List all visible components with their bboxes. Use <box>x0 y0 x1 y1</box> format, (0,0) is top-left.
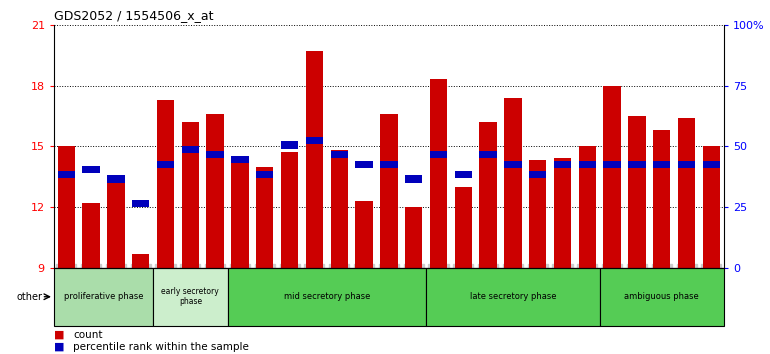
Bar <box>579 161 596 168</box>
Bar <box>504 161 521 168</box>
Bar <box>330 150 348 268</box>
Bar <box>206 114 224 268</box>
Bar <box>330 151 348 158</box>
Text: mid secretory phase: mid secretory phase <box>283 292 370 301</box>
Bar <box>231 162 249 268</box>
Bar <box>703 146 720 268</box>
Bar <box>306 51 323 268</box>
Bar <box>107 179 125 268</box>
Bar <box>604 86 621 268</box>
Bar <box>380 161 397 168</box>
Bar <box>231 156 249 163</box>
Bar <box>107 176 125 183</box>
Bar <box>703 161 720 168</box>
Bar <box>480 122 497 268</box>
Bar <box>678 161 695 168</box>
Text: other: other <box>16 292 42 302</box>
Bar <box>58 171 75 178</box>
Bar <box>132 200 149 207</box>
Bar <box>82 166 100 173</box>
Bar <box>54 268 153 326</box>
Bar <box>153 268 228 326</box>
Bar <box>405 207 422 268</box>
Text: count: count <box>73 330 102 339</box>
Bar <box>132 253 149 268</box>
Bar <box>454 171 472 178</box>
Bar <box>380 114 397 268</box>
Bar <box>58 146 75 268</box>
Bar <box>355 161 373 168</box>
Text: proliferative phase: proliferative phase <box>64 292 143 301</box>
Bar <box>653 130 671 268</box>
Bar <box>604 161 621 168</box>
Bar <box>256 171 273 178</box>
Bar <box>600 268 724 326</box>
Bar <box>678 118 695 268</box>
Text: percentile rank within the sample: percentile rank within the sample <box>73 342 249 352</box>
Bar <box>628 116 645 268</box>
Bar <box>554 161 571 168</box>
Text: early secretory
phase: early secretory phase <box>162 287 219 307</box>
Bar <box>82 203 100 268</box>
Bar <box>426 268 600 326</box>
Bar <box>281 152 298 268</box>
Bar <box>554 159 571 268</box>
Bar <box>529 160 547 268</box>
Bar <box>504 98 521 268</box>
Bar <box>157 161 174 168</box>
Bar <box>182 146 199 153</box>
Bar <box>355 201 373 268</box>
Text: ambiguous phase: ambiguous phase <box>624 292 699 301</box>
Bar <box>228 268 426 326</box>
Bar <box>430 151 447 158</box>
Bar <box>405 176 422 183</box>
Bar <box>430 79 447 268</box>
Bar <box>206 151 224 158</box>
Bar <box>281 142 298 149</box>
Text: ■: ■ <box>54 330 65 339</box>
Bar <box>182 122 199 268</box>
Text: ■: ■ <box>54 342 65 352</box>
Bar <box>628 161 645 168</box>
Bar <box>157 100 174 268</box>
Bar <box>529 171 547 178</box>
Bar <box>579 146 596 268</box>
Text: late secretory phase: late secretory phase <box>470 292 556 301</box>
Bar <box>454 187 472 268</box>
Bar <box>306 137 323 144</box>
Bar <box>256 166 273 268</box>
Bar <box>480 151 497 158</box>
Text: GDS2052 / 1554506_x_at: GDS2052 / 1554506_x_at <box>54 9 213 22</box>
Bar <box>653 161 671 168</box>
